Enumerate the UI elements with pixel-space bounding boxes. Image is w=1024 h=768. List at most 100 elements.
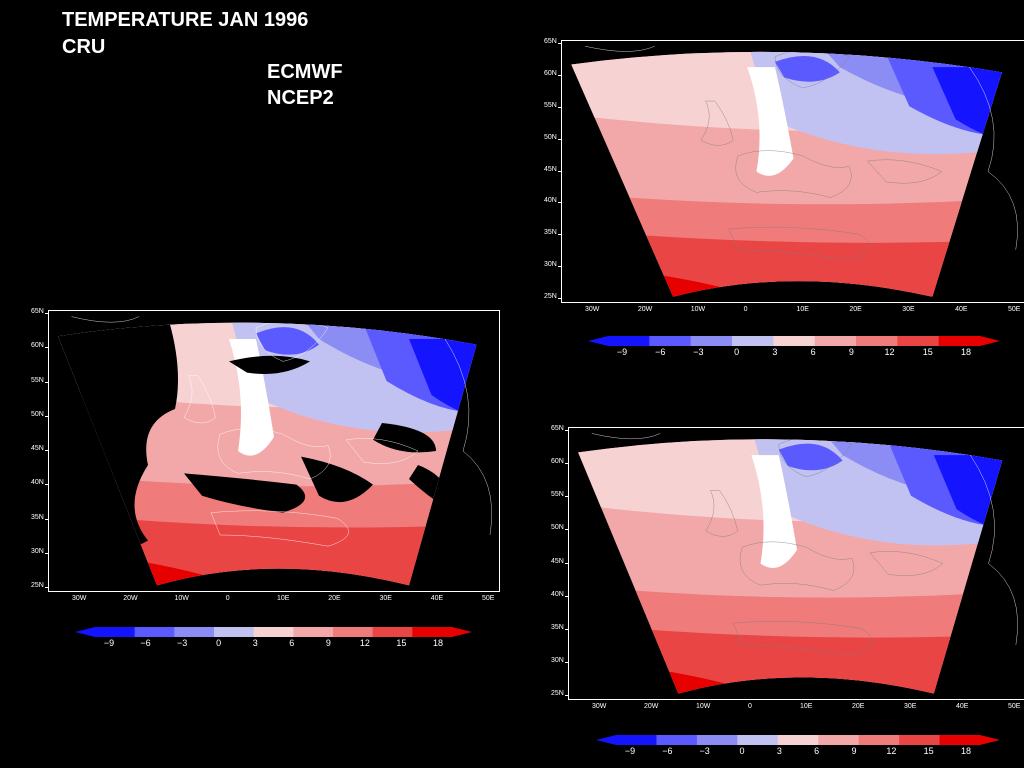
lat-tick-label: 50N: [544, 133, 557, 141]
map-frame: [568, 427, 1024, 700]
colorbar-segment: [858, 735, 900, 745]
lon-tick-label: 40E: [956, 703, 969, 710]
colorbar-label: 9: [325, 638, 331, 648]
lat-tick-label: 35N: [31, 513, 44, 521]
colorbar-label: 0: [734, 347, 740, 357]
lon-tick-label: 0: [743, 306, 748, 313]
lat-tick: [558, 266, 561, 268]
lat-tick: [558, 234, 561, 236]
lat-tick: [45, 518, 48, 520]
colorbar-svg: [596, 735, 1000, 745]
temperature-band: [747, 67, 794, 176]
colorbar-label: 9: [848, 347, 854, 357]
lat-tick: [45, 450, 48, 451]
colorbar-segment: [938, 336, 981, 346]
colorbar-label: −9: [103, 638, 115, 648]
colorbar-segment: [939, 735, 981, 745]
lon-tick-label: 50E: [1008, 306, 1021, 313]
title-line-1: TEMPERATURE JAN 1996: [62, 9, 309, 31]
colorbar-labels: −9 −6 −3 0 3 6 9 12 15 18: [588, 347, 1000, 359]
colorbar-label: −9: [624, 746, 636, 756]
colorbar-segment: [732, 336, 774, 346]
colorbar-segment: [773, 336, 816, 346]
lat-tick: [558, 138, 561, 140]
lat-tick-label: 40N: [31, 479, 44, 487]
temperature-band: [774, 56, 840, 82]
lon-tick-label: 40E: [955, 306, 968, 313]
map-svg: [58, 311, 499, 586]
coastline: [346, 438, 418, 463]
colorbar-ecmwf: −9 −6 −3 0 3 6 9 12 15 18: [588, 335, 1000, 359]
colorbar-label: 3: [252, 638, 258, 648]
lat-tick: [565, 661, 568, 663]
colorbar-label: −3: [176, 638, 188, 648]
temperature-band: [932, 67, 1002, 146]
lat-tick: [565, 695, 568, 696]
outer-coastline: [72, 317, 492, 535]
coastline: [736, 151, 852, 198]
colorbar-label: 6: [810, 347, 816, 357]
colorbar-segment: [214, 627, 255, 637]
lon-tick-label: 50E: [482, 595, 495, 602]
sea-mask: [184, 473, 306, 513]
colorbar-label: −6: [140, 638, 151, 648]
colorbar-segment: [737, 735, 779, 745]
colorbar-label: −3: [699, 746, 710, 756]
colorbar-label: 15: [923, 746, 934, 756]
coastline: [868, 160, 942, 183]
colorbar-ncep2: −9 −6 −3 0 3 6 9 12 15 18: [596, 734, 1000, 758]
coastline: [740, 542, 854, 591]
lat-tick-label: 40N: [544, 197, 557, 205]
colorbar-segment: [899, 735, 941, 745]
lat-tick-label: 30N: [544, 261, 557, 269]
lat-tick: [45, 381, 48, 383]
colorbar-arrow-right: [452, 627, 472, 637]
lat-tick-label: 35N: [551, 623, 564, 631]
colorbar-segment: [696, 735, 738, 745]
temperature-band: [256, 327, 319, 355]
colorbar-segment: [616, 735, 657, 745]
lat-tick: [558, 202, 561, 204]
colorbar-label: 0: [216, 638, 222, 648]
colorbar-label: 15: [922, 347, 933, 357]
colorbar-label: 6: [814, 746, 820, 756]
label-ecmwf: ECMWF: [267, 61, 343, 83]
lon-tick-label: 20E: [328, 595, 341, 602]
lat-tick-label: 65N: [544, 38, 557, 45]
lat-tick: [558, 170, 561, 172]
map-frame: [48, 310, 500, 592]
colorbar-label: 12: [886, 746, 897, 756]
colorbar-segment: [656, 735, 698, 745]
lat-tick-label: 55N: [551, 491, 564, 499]
lat-tick-label: 45N: [551, 557, 564, 565]
coastline: [733, 621, 872, 655]
map-frame: [561, 40, 1024, 303]
colorbar-segment: [856, 336, 898, 346]
lon-tick-label: 30W: [72, 595, 87, 602]
colorbar-svg: [75, 627, 472, 637]
lat-tick-label: 60N: [31, 342, 44, 350]
lat-tick-label: 30N: [551, 656, 564, 664]
map-svg: [571, 41, 1024, 297]
colorbar-label: 12: [359, 638, 370, 648]
colorbar-label: 0: [739, 746, 745, 756]
colorbar-label: 3: [776, 746, 782, 756]
colorbar-segment: [897, 336, 940, 346]
lat-tick-label: 50N: [551, 524, 564, 532]
coastline: [779, 436, 852, 477]
lat-tick-label: 30N: [31, 547, 44, 555]
colorbar-label: 15: [396, 638, 407, 648]
lon-tick-label: 10E: [277, 595, 290, 602]
colorbar-segment: [608, 336, 650, 346]
sea-mask: [301, 456, 373, 503]
colorbar-segment: [253, 627, 294, 637]
colorbar-label: 12: [884, 347, 895, 357]
lat-tick: [45, 552, 48, 554]
colorbar-svg: [588, 336, 1000, 346]
lat-tick-label: 45N: [544, 165, 557, 173]
coastline: [870, 551, 943, 575]
lat-tick: [45, 347, 48, 349]
lat-tick-label: 55N: [31, 376, 44, 384]
lon-tick-label: 20E: [852, 703, 865, 710]
coastline: [701, 101, 733, 145]
